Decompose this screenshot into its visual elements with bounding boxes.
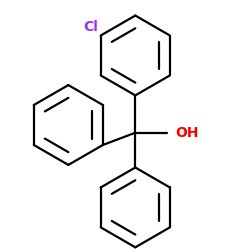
- Text: Cl: Cl: [83, 20, 98, 34]
- Text: OH: OH: [175, 126, 199, 140]
